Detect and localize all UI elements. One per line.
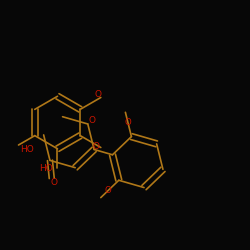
Text: O: O (93, 142, 100, 151)
Text: HO: HO (39, 164, 53, 173)
Text: HO: HO (20, 144, 34, 154)
Text: O: O (88, 116, 95, 125)
Text: O: O (94, 90, 101, 99)
Text: O: O (50, 178, 57, 187)
Text: O: O (104, 186, 111, 195)
Text: O: O (124, 118, 131, 126)
